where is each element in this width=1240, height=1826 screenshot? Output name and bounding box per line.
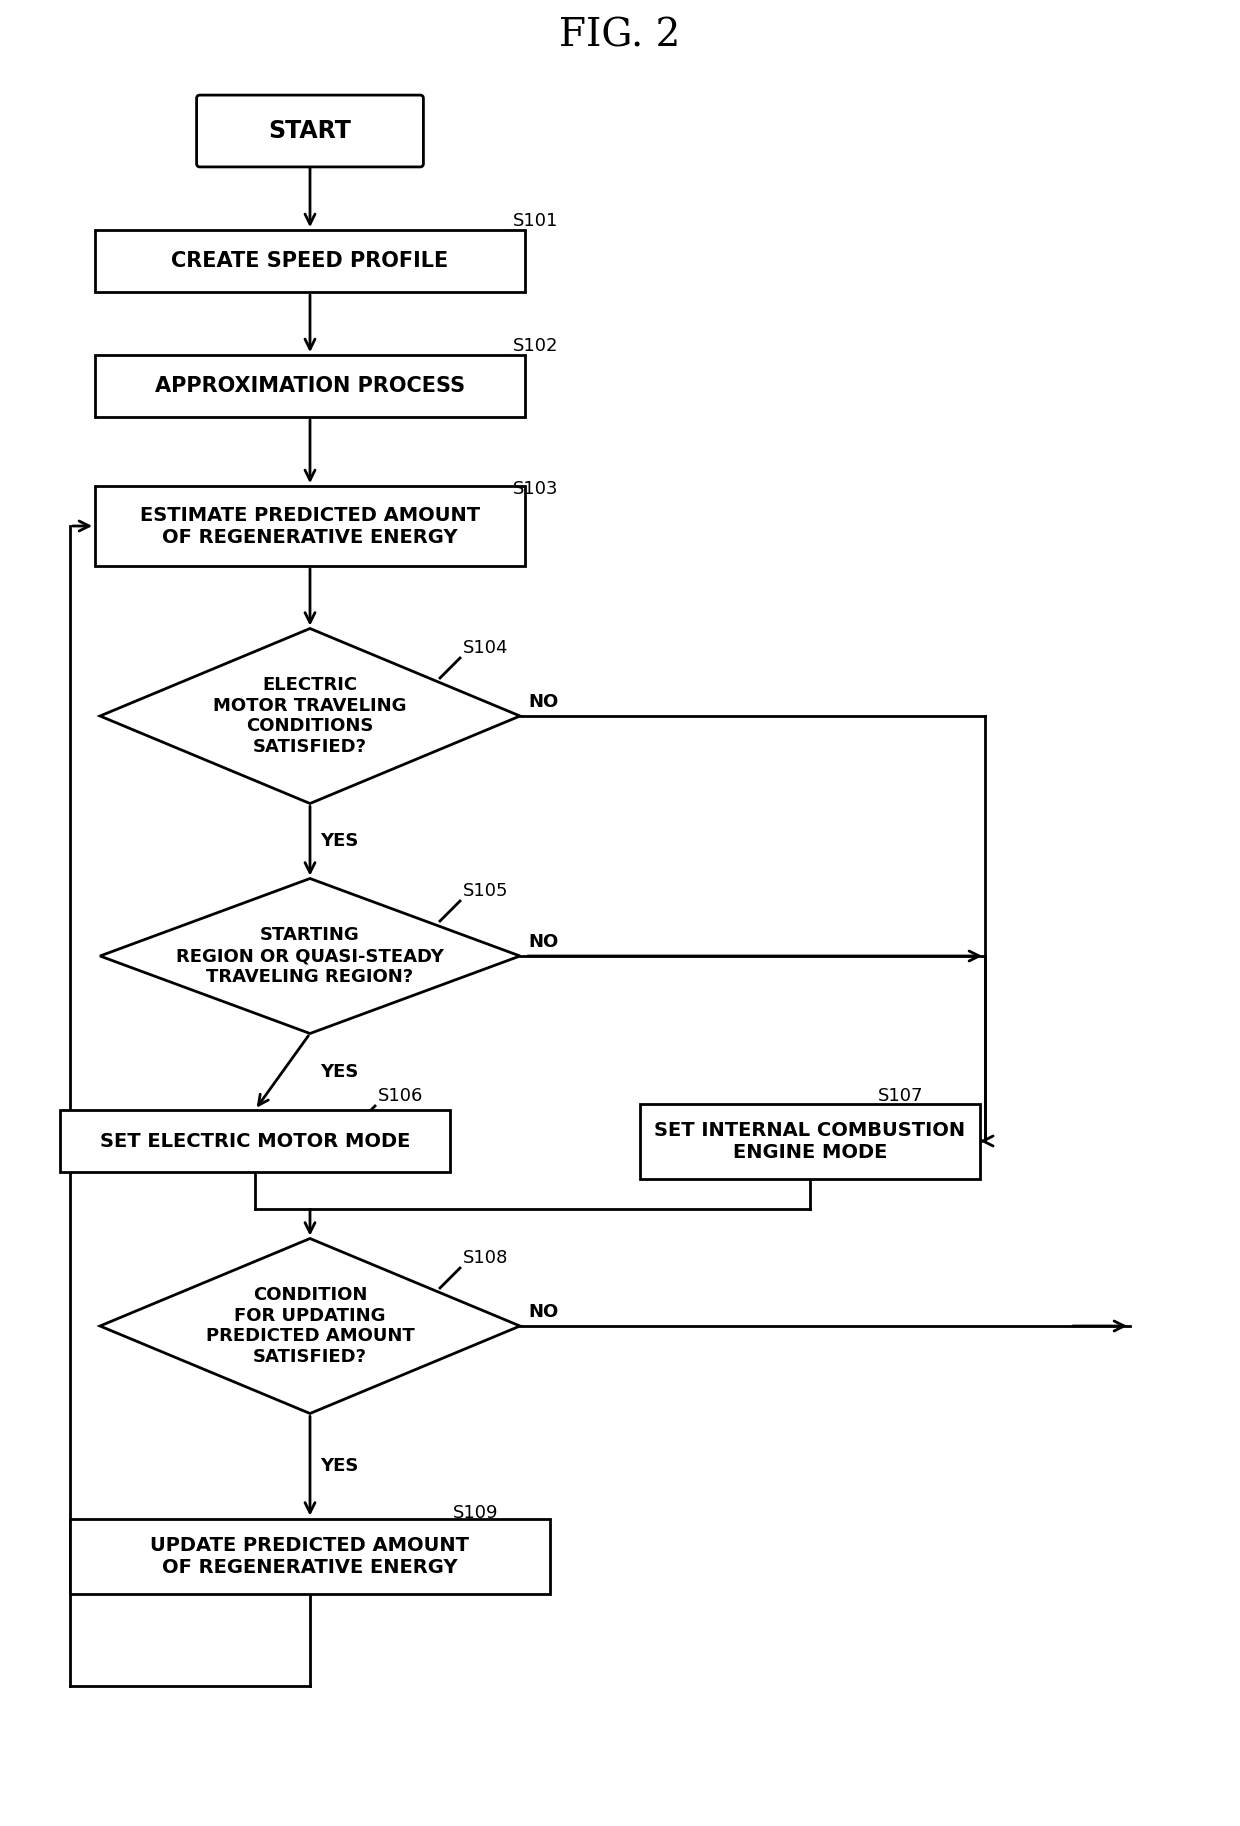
Text: S106: S106 — [378, 1086, 423, 1105]
Bar — [69, 1519, 551, 1594]
Text: YES: YES — [320, 833, 358, 849]
Text: ESTIMATE PREDICTED AMOUNT
OF REGENERATIVE ENERGY: ESTIMATE PREDICTED AMOUNT OF REGENERATIV… — [140, 506, 480, 546]
Text: START: START — [269, 119, 351, 142]
Text: S108: S108 — [463, 1249, 508, 1267]
Text: ELECTRIC
MOTOR TRAVELING
CONDITIONS
SATISFIED?: ELECTRIC MOTOR TRAVELING CONDITIONS SATI… — [213, 676, 407, 756]
Polygon shape — [100, 1238, 520, 1413]
Text: S104: S104 — [463, 639, 508, 657]
Polygon shape — [100, 628, 520, 803]
Bar — [60, 1110, 450, 1172]
Text: S102: S102 — [513, 338, 558, 354]
Text: NO: NO — [528, 694, 558, 710]
Bar — [95, 354, 525, 416]
Polygon shape — [100, 878, 520, 1034]
Text: APPROXIMATION PROCESS: APPROXIMATION PROCESS — [155, 376, 465, 396]
Text: YES: YES — [320, 1063, 358, 1081]
Text: S103: S103 — [513, 480, 558, 498]
Text: YES: YES — [320, 1457, 358, 1475]
Text: STARTING
REGION OR QUASI-STEADY
TRAVELING REGION?: STARTING REGION OR QUASI-STEADY TRAVELIN… — [176, 926, 444, 986]
Text: UPDATE PREDICTED AMOUNT
OF REGENERATIVE ENERGY: UPDATE PREDICTED AMOUNT OF REGENERATIVE … — [150, 1536, 470, 1576]
Text: FIG. 2: FIG. 2 — [559, 18, 681, 55]
Text: S105: S105 — [463, 882, 508, 900]
Text: S107: S107 — [878, 1086, 924, 1105]
FancyBboxPatch shape — [197, 95, 423, 166]
Text: CONDITION
FOR UPDATING
PREDICTED AMOUNT
SATISFIED?: CONDITION FOR UPDATING PREDICTED AMOUNT … — [206, 1286, 414, 1366]
Text: S109: S109 — [453, 1505, 498, 1523]
Text: S101: S101 — [513, 212, 558, 230]
Bar — [640, 1103, 980, 1178]
Text: CREATE SPEED PROFILE: CREATE SPEED PROFILE — [171, 250, 449, 270]
Text: NO: NO — [528, 933, 558, 951]
Text: SET ELECTRIC MOTOR MODE: SET ELECTRIC MOTOR MODE — [99, 1132, 410, 1150]
Text: NO: NO — [528, 1304, 558, 1320]
Bar — [95, 230, 525, 292]
Text: SET INTERNAL COMBUSTION
ENGINE MODE: SET INTERNAL COMBUSTION ENGINE MODE — [655, 1121, 966, 1161]
Bar — [95, 486, 525, 566]
